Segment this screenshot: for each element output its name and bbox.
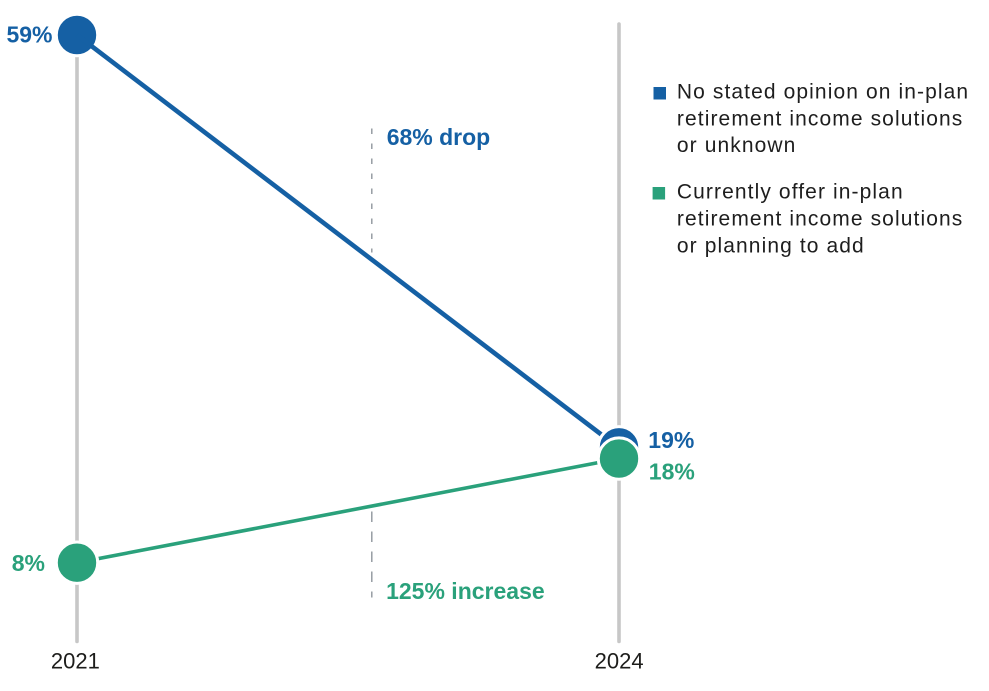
- svg-text:2021: 2021: [51, 649, 100, 674]
- svg-text:59%: 59%: [6, 22, 52, 48]
- svg-text:18%: 18%: [649, 458, 695, 484]
- svg-text:2024: 2024: [595, 649, 644, 674]
- svg-text:or planning to add: or planning to add: [677, 234, 865, 257]
- svg-text:8%: 8%: [12, 550, 45, 576]
- svg-text:Currently offer in-plan: Currently offer in-plan: [677, 181, 904, 204]
- svg-text:retirement income solutions: retirement income solutions: [677, 107, 963, 130]
- svg-text:125% increase: 125% increase: [386, 578, 545, 604]
- svg-text:19%: 19%: [648, 427, 694, 453]
- svg-text:No stated opinion on in-plan: No stated opinion on in-plan: [677, 80, 969, 103]
- svg-text:retirement income solutions: retirement income solutions: [677, 207, 963, 230]
- svg-text:or unknown: or unknown: [677, 134, 797, 157]
- svg-text:68% drop: 68% drop: [387, 124, 491, 150]
